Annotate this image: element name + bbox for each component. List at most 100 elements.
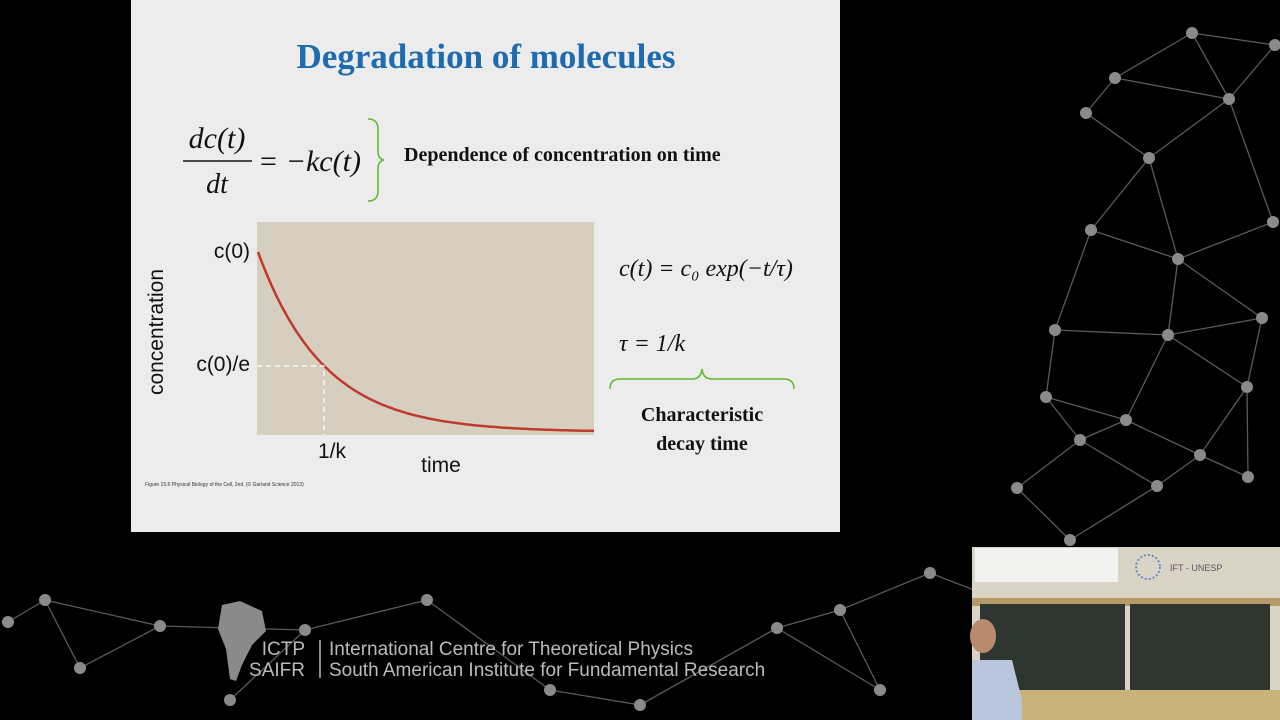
equation-rhs: = −kc(t): [258, 145, 361, 178]
network-edge: [79, 625, 161, 669]
network-edge: [7, 599, 46, 623]
network-node: [1120, 414, 1132, 426]
network-node: [39, 594, 51, 606]
long-name: International Centre for Theoretical Phy…: [329, 639, 693, 660]
network-edge: [1191, 32, 1276, 46]
network-node: [1074, 434, 1086, 446]
network-node: [1186, 27, 1198, 39]
network-node: [1242, 471, 1254, 483]
decay-curve: [256, 251, 595, 433]
brace-under: [609, 368, 795, 390]
network-edge: [1085, 112, 1150, 159]
network-edge: [1191, 32, 1230, 100]
network-node: [1172, 253, 1184, 265]
network-edge: [1148, 157, 1179, 260]
network-node: [299, 624, 311, 636]
webcam-sign: IFT - UNESP: [1170, 563, 1222, 573]
projector-screen: [975, 548, 1118, 582]
network-node: [1256, 312, 1268, 324]
network-edge: [1125, 334, 1169, 421]
network-edge: [839, 572, 931, 611]
network-node: [1223, 93, 1235, 105]
network-node: [544, 684, 556, 696]
network-edge: [639, 627, 778, 706]
tau-guide: [257, 365, 325, 435]
network-node: [154, 620, 166, 632]
network-edge: [1090, 157, 1150, 231]
network-edge: [1079, 419, 1127, 441]
x-mark: 1/k: [318, 440, 347, 463]
network-edge: [1069, 485, 1158, 541]
chalkboard: [1130, 604, 1270, 690]
network-node: [2, 616, 14, 628]
network-node: [224, 694, 236, 706]
network-edge: [1045, 396, 1127, 421]
slide-title: Degradation of molecules: [296, 37, 675, 76]
network-edge: [1228, 98, 1274, 223]
network-edge: [1045, 329, 1056, 398]
network-node: [1049, 324, 1061, 336]
network-node: [634, 699, 646, 711]
equation-numerator: dc(t): [189, 122, 246, 155]
network-edge: [44, 599, 161, 627]
network-node: [1040, 391, 1052, 403]
network-edge: [1016, 439, 1081, 489]
network-node: [1267, 216, 1279, 228]
desk: [972, 690, 1280, 720]
network-edge: [1054, 229, 1092, 331]
network-edge: [1085, 77, 1116, 114]
y-axis-label: concentration: [145, 269, 168, 395]
network-node: [834, 604, 846, 616]
network-node: [1143, 152, 1155, 164]
network-edge: [426, 599, 551, 691]
long-name: South American Institute for Fundamental…: [329, 660, 765, 681]
network-node: [1085, 224, 1097, 236]
network-node: [1064, 534, 1076, 546]
network-edge: [1199, 386, 1248, 456]
equation-3: τ = 1/k: [619, 331, 685, 357]
network-edge: [1177, 221, 1274, 260]
network-edge: [776, 609, 841, 629]
ift-logo: [1135, 554, 1161, 580]
equation-denominator: dt: [206, 169, 229, 200]
network-edge: [1167, 334, 1248, 388]
network-edge: [1167, 258, 1179, 336]
network-node: [1080, 107, 1092, 119]
network-node: [1162, 329, 1174, 341]
network-node: [1241, 381, 1253, 393]
network-node: [74, 662, 86, 674]
network-node: [874, 684, 886, 696]
network-edge: [1156, 454, 1201, 487]
brace: [367, 118, 385, 202]
y-mark-mid: c(0)/e: [196, 353, 250, 376]
network-edge: [1246, 317, 1263, 388]
network-node: [1011, 482, 1023, 494]
network-edge: [44, 599, 81, 669]
person-body: [972, 660, 1022, 720]
equation-note: Dependence of concentration on time: [404, 144, 721, 166]
board-frame: [972, 598, 1280, 606]
network-edge: [1114, 32, 1193, 79]
network-edge: [1228, 44, 1276, 100]
network-edge: [1148, 98, 1230, 159]
network-edge: [1246, 386, 1249, 478]
network-edge: [1045, 396, 1081, 441]
network-edge: [1054, 329, 1169, 336]
network-edge: [1177, 258, 1263, 319]
brace-note: Characteristic: [641, 404, 763, 426]
network-node: [1194, 449, 1206, 461]
plot-area: [257, 222, 594, 435]
network-node: [421, 594, 433, 606]
network-edge: [1090, 229, 1179, 260]
network-edge: [1125, 419, 1201, 456]
continent-logo: [218, 601, 266, 681]
x-axis-label: time: [421, 454, 461, 477]
network-node: [1269, 39, 1280, 51]
short-name: ICTP: [262, 639, 305, 660]
network-edge: [1079, 439, 1158, 487]
network-edge: [1199, 454, 1249, 478]
network-edge: [229, 629, 306, 701]
equation-2: c(t) = c₀ exp(−t/τ): [619, 256, 793, 282]
network-node: [1109, 72, 1121, 84]
